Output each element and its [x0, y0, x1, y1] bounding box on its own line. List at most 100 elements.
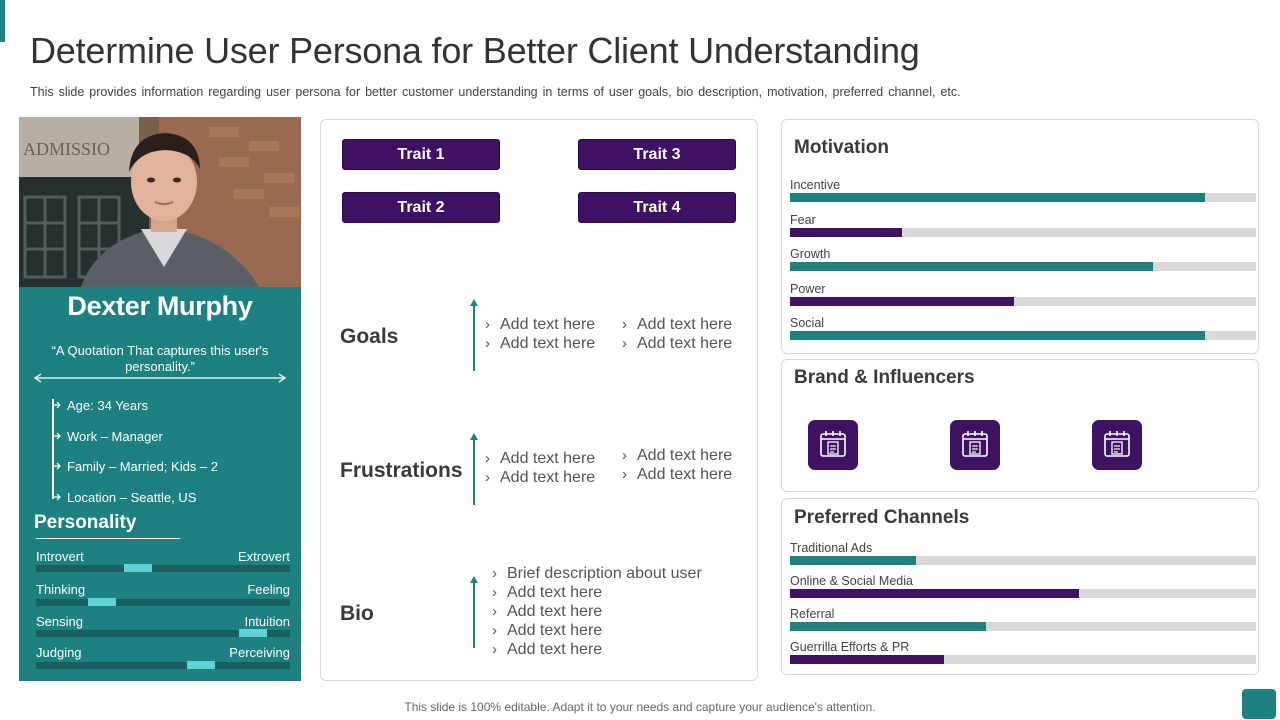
bar-label: Referral — [790, 607, 835, 621]
brand-card: Brand & Influencers — [781, 359, 1259, 492]
arrow-right-icon — [53, 462, 61, 470]
page-subtitle: This slide provides information regardin… — [30, 85, 961, 99]
bar-label: Growth — [790, 247, 831, 261]
bar-track — [790, 296, 1256, 306]
bar-label: Incentive — [790, 178, 841, 192]
bar-label: Guerrilla Efforts & PR — [790, 640, 910, 654]
arrow-up-icon — [470, 576, 478, 583]
bar-fill — [790, 655, 944, 664]
footer-note: This slide is 100% editable. Adapt it to… — [404, 700, 876, 714]
personality-slider-marker — [88, 598, 116, 606]
trait-left-label: Sensing — [36, 614, 83, 629]
bio-label: Bio — [340, 602, 374, 625]
goals-item: › Add text here — [485, 316, 596, 333]
personality-slider-marker — [187, 661, 215, 669]
bar-track — [790, 193, 1256, 202]
double-arrow-icon — [33, 373, 287, 383]
fact-work: Work – Manager — [67, 429, 163, 444]
fact-location: Location – Seattle, US — [67, 490, 197, 505]
arrow-up-icon — [470, 299, 478, 306]
calendar-checklist-icon[interactable] — [808, 420, 858, 470]
personality-slider-track — [36, 564, 290, 572]
bio-divider — [473, 582, 475, 648]
bar-label: Social — [790, 316, 825, 330]
trait-left-label: Thinking — [36, 582, 86, 597]
bar-fill — [790, 331, 1205, 340]
page-title: Determine User Persona for Better Client… — [30, 30, 920, 71]
frustrations-item: › Add text here — [485, 469, 596, 486]
bar-fill — [790, 227, 902, 237]
trait-left-label: Judging — [36, 645, 82, 660]
goals-divider — [473, 305, 475, 371]
goals-label: Goals — [340, 325, 399, 348]
goals-item: › Add text here — [485, 335, 596, 352]
bio-item: › Add text here — [492, 622, 603, 639]
brand-title: Brand & Influencers — [794, 367, 975, 388]
calendar-checklist-icon[interactable] — [1092, 420, 1142, 470]
goals-item: › Add text here — [622, 316, 733, 333]
calendar-checklist-icon[interactable] — [950, 420, 1000, 470]
personality-heading: Personality — [34, 512, 137, 533]
bio-item: › Brief description about user — [492, 565, 702, 582]
personality-underline — [36, 538, 180, 539]
frustrations-item: › Add text here — [622, 447, 733, 464]
bar-fill — [790, 262, 1153, 271]
bio-item: › Add text here — [492, 584, 603, 601]
bar-label: Traditional Ads — [790, 541, 873, 555]
bar-track — [790, 655, 1256, 664]
trait-right-label: Intuition — [244, 614, 290, 629]
arrow-up-icon — [470, 433, 478, 440]
channels-title: Preferred Channels — [794, 507, 970, 528]
bar-fill — [790, 193, 1205, 202]
corner-badge — [1242, 689, 1276, 719]
bar-fill — [790, 589, 1079, 598]
motivation-title: Motivation — [794, 137, 889, 158]
personality-slider-marker — [239, 629, 267, 637]
bar-label: Online & Social Media — [790, 574, 913, 588]
personality-slider-marker — [124, 564, 152, 572]
bio-item: › Add text here — [492, 603, 603, 620]
bar-label: Fear — [790, 212, 816, 227]
bar-track — [790, 556, 1256, 565]
persona-details-card: Trait 1 Trait 3 Trait 2 Trait 4 Goals › A… — [320, 119, 758, 681]
profile-card: ADMISSIO Dexter Murphy “A Quotation That… — [19, 117, 301, 681]
frustrations-label: Frustrations — [340, 459, 463, 482]
bar-track — [790, 331, 1256, 340]
personality-slider-track — [36, 629, 290, 637]
trait-2-button[interactable]: Trait 2 — [342, 192, 500, 223]
trait-4-button[interactable]: Trait 4 — [578, 192, 736, 223]
bar-track — [790, 227, 1256, 237]
arrow-right-icon — [53, 401, 61, 409]
frustrations-divider — [473, 439, 475, 505]
trait-left-label: Introvert — [36, 549, 84, 564]
personality-slider-track — [36, 661, 290, 669]
preferred-channels-card: Preferred Channels Traditional Ads Online… — [781, 498, 1259, 675]
trait-right-label: Extrovert — [237, 549, 290, 564]
accent-bar — [0, 0, 5, 42]
trait-right-label: Perceiving — [229, 645, 290, 660]
arrow-right-icon — [53, 432, 61, 440]
bar-fill — [790, 556, 916, 565]
arrow-right-icon — [53, 493, 61, 501]
bar-track — [790, 622, 1256, 631]
personality-slider-track — [36, 598, 290, 606]
bar-track — [790, 589, 1256, 598]
frustrations-item: › Add text here — [622, 466, 733, 483]
bar-fill — [790, 622, 986, 631]
facts-connector-line — [52, 399, 54, 499]
bio-item: › Add text here — [492, 641, 603, 658]
bar-label: Power — [790, 281, 826, 296]
fact-family: Family – Married; Kids – 2 — [67, 459, 218, 474]
trait-1-button[interactable]: Trait 1 — [342, 139, 500, 170]
fact-age: Age: 34 Years — [67, 398, 148, 413]
bar-track — [790, 262, 1256, 271]
user-photo: ADMISSIO — [19, 117, 301, 287]
bar-fill — [790, 296, 1014, 306]
goals-item: › Add text here — [622, 335, 733, 352]
persona-quote: “A Quotation That captures this user's p… — [51, 343, 269, 374]
photo-sign-text: ADMISSIO — [23, 139, 110, 159]
frustrations-item: › Add text here — [485, 450, 596, 467]
trait-3-button[interactable]: Trait 3 — [578, 139, 736, 170]
persona-name: Dexter Murphy — [67, 291, 253, 321]
motivation-card: Motivation Incentive Fear Growth Power Socia… — [781, 119, 1259, 354]
